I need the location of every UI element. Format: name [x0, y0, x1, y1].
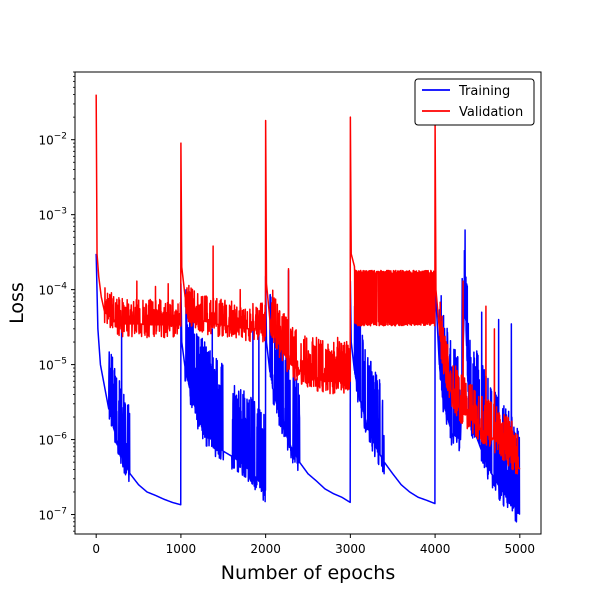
x-tick-label: 3000 [335, 542, 366, 556]
x-tick-label: 4000 [420, 542, 451, 556]
y-tick-label: 10−5 [38, 357, 67, 373]
series-line-training [95, 229, 521, 523]
x-tick-label: 0 [92, 542, 100, 556]
y-tick-label: 10−2 [38, 132, 67, 148]
x-tick-label: 5000 [505, 542, 536, 556]
y-tick-label: 10−6 [38, 432, 67, 448]
series-layer [95, 94, 521, 523]
legend-label-training: Training [458, 84, 510, 99]
y-tick-label: 10−7 [38, 507, 67, 523]
y-tick-label: 10−4 [38, 282, 67, 298]
plot-frame [74, 71, 542, 535]
y-axis: 10−7 10−6 10−5 10−4 10−3 10−2 [38, 71, 75, 532]
x-axis: 0 1000 2000 3000 4000 5000 [92, 534, 535, 556]
x-tick-label: 1000 [166, 542, 197, 556]
y-axis-title: Loss [6, 282, 28, 324]
x-axis-title: Number of epochs [221, 562, 395, 584]
series-line-validation [95, 94, 521, 475]
y-tick-label: 10−3 [38, 207, 67, 223]
legend-label-validation: Validation [459, 105, 523, 120]
x-tick-label: 2000 [250, 542, 281, 556]
legend: Training Validation [414, 78, 535, 126]
